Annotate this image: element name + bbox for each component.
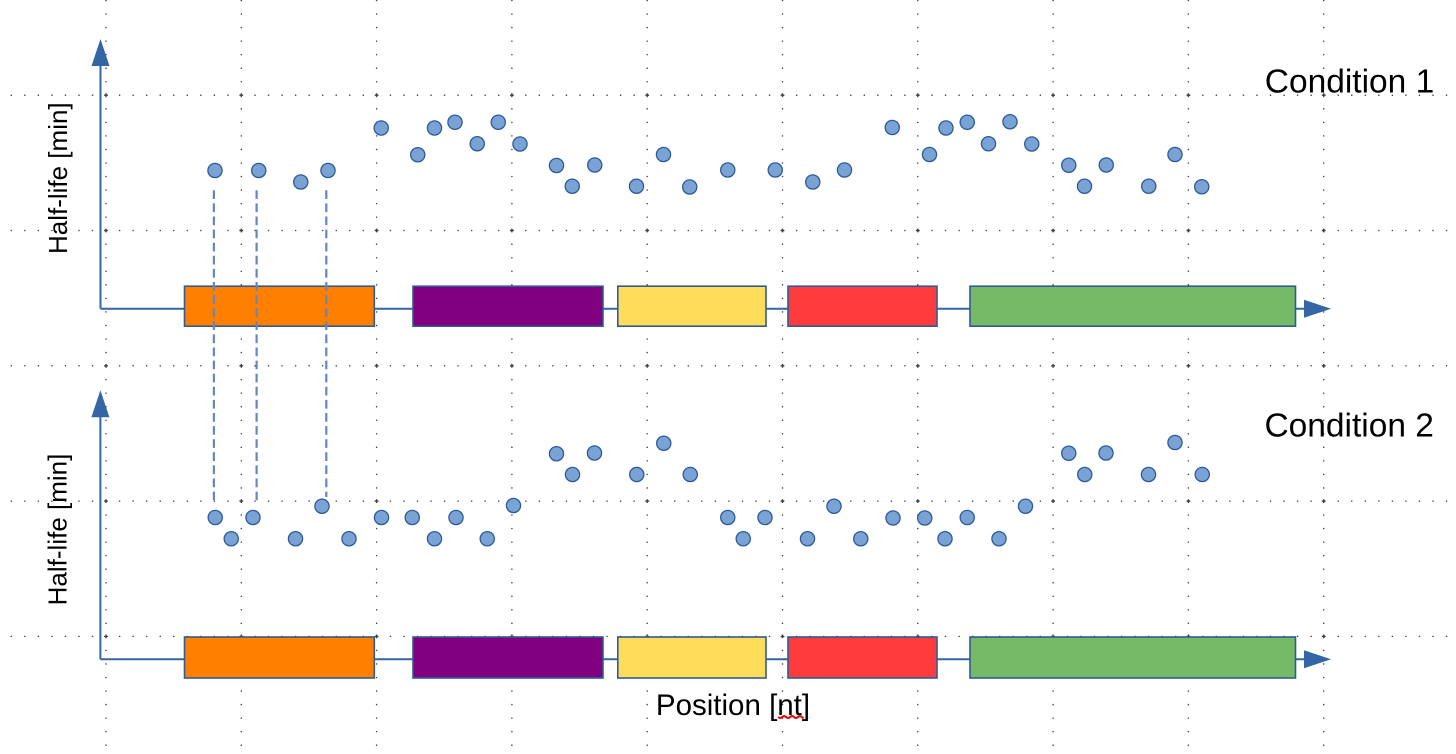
svg-text:Half-life [min]: Half-life [min] xyxy=(43,102,73,254)
svg-text:Condition 2: Condition 2 xyxy=(1264,408,1433,445)
svg-text:Half-life [min]: Half-life [min] xyxy=(43,454,73,606)
svg-text:Condition 1: Condition 1 xyxy=(1265,63,1434,100)
